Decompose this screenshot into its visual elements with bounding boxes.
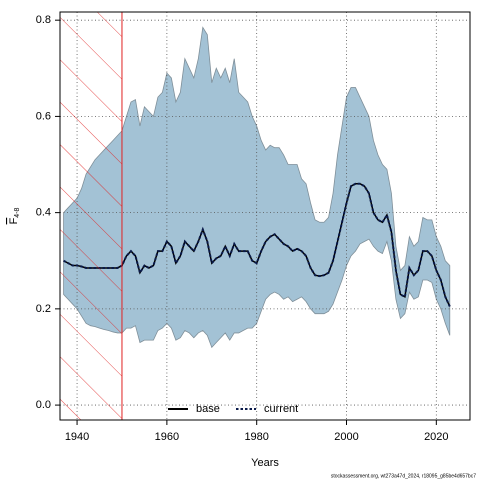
legend-label: base xyxy=(196,403,220,415)
x-tick-label: 1960 xyxy=(155,431,179,443)
series-line xyxy=(63,182,451,307)
y-label-sub: 4-8 xyxy=(14,207,21,217)
x-tick-label: 2000 xyxy=(334,431,358,443)
x-tick-label: 1980 xyxy=(244,431,268,443)
y-tick-label: 0.0 xyxy=(36,399,51,411)
plot-frame xyxy=(59,11,471,421)
legend: base current xyxy=(168,403,298,415)
highlight-period xyxy=(59,11,123,421)
footer: stockassessment.org, wt273a47d_2024, r18… xyxy=(331,473,476,479)
y-tick-label: 0.2 xyxy=(36,303,51,315)
x-tick-label: 1940 xyxy=(65,431,89,443)
x-axis-label: Years xyxy=(251,457,279,469)
y-tick-label: 0.8 xyxy=(36,14,51,26)
y-axis-label: F4-8 xyxy=(8,207,21,224)
y-label-main: F xyxy=(8,217,20,224)
y-tick-label: 0.4 xyxy=(36,207,51,219)
y-tick-label: 0.6 xyxy=(36,110,51,122)
y-axis-label-text: F4-8 xyxy=(8,207,21,224)
x-tick-label: 2020 xyxy=(424,431,448,443)
legend-label: current xyxy=(264,403,298,415)
